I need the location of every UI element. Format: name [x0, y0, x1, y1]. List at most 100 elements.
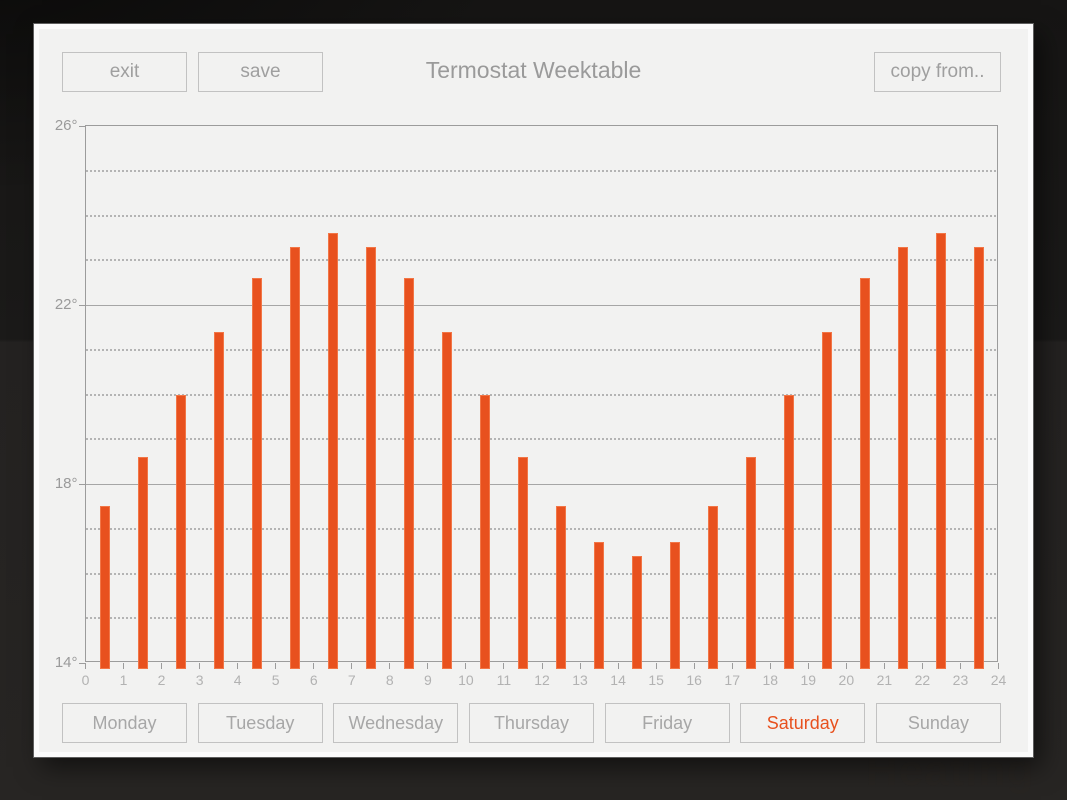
y-axis-label-26: 26°: [54, 117, 78, 134]
x-axis-label-1: 1: [119, 672, 128, 688]
day-tab-tuesday[interactable]: Tuesday: [197, 703, 323, 743]
weektable-dialog: exit save Termostat Weektable copy from.…: [34, 24, 1033, 757]
hour-bar-14[interactable]: [632, 555, 643, 669]
x-axis-label-22: 22: [914, 672, 931, 688]
hour-bar-5[interactable]: [289, 246, 300, 669]
x-axis-tick-23: [959, 663, 961, 669]
hour-bar-16[interactable]: [708, 506, 719, 669]
hour-bar-3[interactable]: [213, 331, 224, 669]
y-axis-tick-26: [78, 125, 85, 127]
hour-bar-8[interactable]: [403, 278, 414, 669]
x-axis-tick-15: [655, 663, 657, 669]
hour-bar-21[interactable]: [898, 246, 909, 669]
page-title: Termostat Weektable: [425, 57, 642, 83]
x-axis-tick-24: [998, 663, 999, 669]
x-axis-label-20: 20: [838, 672, 855, 688]
y-axis-label-14: 14°: [54, 654, 78, 671]
x-axis-label-21: 21: [876, 672, 893, 688]
x-axis-label-11: 11: [496, 672, 512, 688]
x-axis-tick-10: [465, 663, 467, 669]
x-axis-tick-0: [85, 663, 86, 669]
x-axis-label-17: 17: [724, 672, 740, 688]
x-axis-tick-5: [275, 663, 277, 669]
x-axis-tick-1: [123, 663, 125, 669]
save-button[interactable]: save: [198, 52, 323, 92]
hour-bar-15[interactable]: [670, 542, 681, 669]
x-axis-label-12: 12: [534, 672, 550, 688]
hour-bar-2[interactable]: [175, 394, 186, 669]
x-axis-label-14: 14: [610, 672, 626, 688]
x-axis-tick-7: [351, 663, 353, 669]
x-axis-label-19: 19: [800, 672, 817, 688]
x-axis-label-0: 0: [81, 672, 90, 688]
hour-bar-11[interactable]: [517, 457, 528, 669]
x-axis-label-8: 8: [385, 672, 394, 688]
gridline-minor-15: [85, 617, 997, 620]
x-axis-tick-14: [617, 663, 619, 669]
x-axis-label-6: 6: [309, 672, 318, 688]
hour-bar-19[interactable]: [822, 331, 833, 669]
copy-from-button[interactable]: copy from..: [874, 52, 1001, 92]
x-axis-label-18: 18: [762, 672, 779, 688]
x-axis-tick-9: [427, 663, 429, 669]
hour-bar-22[interactable]: [936, 233, 947, 669]
x-axis-tick-21: [883, 663, 885, 669]
x-axis-tick-18: [769, 663, 771, 669]
x-axis-tick-8: [389, 663, 391, 669]
day-tabs: Monday Tuesday Wednesday Thursday Friday Satu…: [62, 703, 1001, 743]
y-axis-tick-18: [78, 483, 85, 485]
x-axis-tick-2: [161, 663, 163, 669]
hour-bar-6[interactable]: [327, 233, 338, 669]
x-axis-tick-17: [731, 663, 733, 669]
x-axis-tick-12: [541, 663, 543, 669]
hour-bar-10[interactable]: [479, 394, 490, 669]
x-axis-tick-16: [693, 663, 695, 669]
gridline-major-18: [85, 483, 997, 485]
hour-bar-18[interactable]: [784, 394, 795, 669]
x-axis-tick-4: [237, 663, 239, 669]
gridline-minor-17: [85, 527, 997, 530]
hour-bar-1[interactable]: [137, 457, 148, 669]
gridline-minor-20: [85, 393, 997, 396]
weektable-chart: 26° 22° 18° 14° 0 1 2 3 4 5 6 7 8 9 10 11 12 13 14 15 16 17 18…: [39, 117, 1028, 725]
day-tab-monday[interactable]: Monday: [62, 703, 187, 743]
x-axis-tick-13: [579, 663, 581, 669]
hour-bar-13[interactable]: [594, 542, 605, 669]
gridline-minor-24: [85, 214, 997, 217]
hour-bar-7[interactable]: [365, 246, 376, 669]
x-axis-tick-6: [313, 663, 315, 669]
x-axis-label-15: 15: [648, 672, 664, 688]
y-axis-label-18: 18°: [54, 475, 78, 492]
x-axis-label-23: 23: [952, 672, 969, 688]
hour-bar-0[interactable]: [99, 506, 110, 669]
x-axis-label-2: 2: [157, 672, 166, 688]
gridline-minor-16: [85, 572, 997, 575]
x-axis-label-13: 13: [572, 672, 588, 688]
day-tab-friday[interactable]: Friday: [604, 703, 730, 743]
x-axis-label-7: 7: [347, 672, 356, 688]
x-axis-tick-20: [845, 663, 847, 669]
hour-bar-23[interactable]: [974, 246, 985, 669]
day-tab-wednesday[interactable]: Wednesday: [333, 703, 459, 743]
hour-bar-17[interactable]: [746, 457, 757, 669]
y-axis-label-22: 22°: [54, 296, 78, 313]
hour-bar-12[interactable]: [556, 506, 567, 669]
y-axis-tick-22: [78, 304, 85, 306]
x-axis-label-4: 4: [233, 672, 242, 688]
hour-bar-9[interactable]: [441, 331, 452, 669]
x-axis-tick-11: [503, 663, 505, 669]
hour-bar-4[interactable]: [251, 278, 262, 669]
x-axis-label-10: 10: [458, 672, 474, 688]
x-axis-label-5: 5: [271, 672, 280, 688]
x-axis-label-3: 3: [195, 672, 204, 688]
hour-bar-20[interactable]: [860, 278, 871, 669]
gridline-minor-25: [85, 169, 997, 172]
x-axis-tick-3: [199, 663, 201, 669]
x-axis-label-24: 24: [990, 672, 1007, 688]
x-axis-label-9: 9: [423, 672, 432, 688]
day-tab-sunday[interactable]: Sunday: [875, 703, 1001, 743]
day-tab-saturday[interactable]: Saturday: [740, 703, 866, 743]
x-axis-tick-22: [921, 663, 923, 669]
exit-button[interactable]: exit: [62, 52, 187, 92]
day-tab-thursday[interactable]: Thursday: [468, 703, 594, 743]
